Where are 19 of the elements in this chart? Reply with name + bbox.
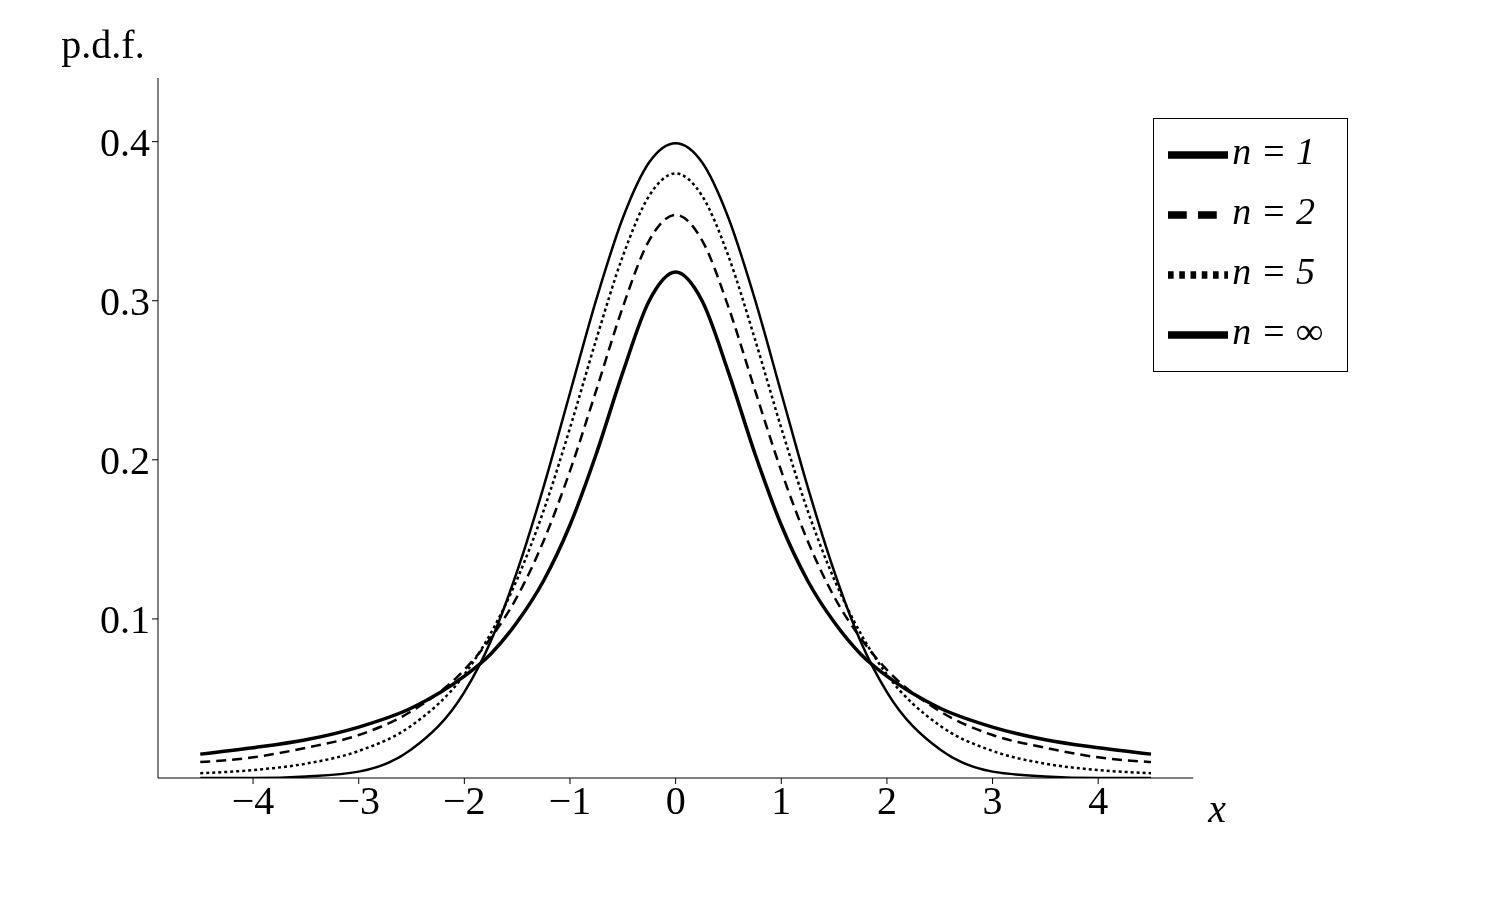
y-tick-label: 0.2: [100, 438, 150, 484]
x-tick-label: 4: [1088, 778, 1109, 824]
x-tick-label: −2: [443, 778, 486, 824]
x-axis-title: x: [1207, 786, 1227, 832]
legend-label: n = 2: [1232, 189, 1315, 232]
y-tick-label: 0.3: [100, 278, 150, 324]
y-axis-title: p.d.f.: [61, 22, 145, 67]
x-tick-label: −3: [337, 778, 380, 824]
y-tick-label: 0.4: [100, 119, 150, 165]
legend-label: n = 5: [1232, 249, 1315, 292]
y-tick-label: 0.1: [100, 597, 150, 643]
x-tick-label: −1: [548, 778, 592, 824]
legend-label: n = ∞: [1232, 309, 1323, 352]
x-tick-label: 3: [982, 778, 1003, 824]
legend-label: n = 1: [1232, 129, 1315, 172]
x-tick-label: 2: [876, 778, 897, 824]
x-tick-label: −4: [231, 778, 275, 824]
x-tick-label: 1: [771, 778, 792, 824]
x-tick-label: 0: [665, 778, 686, 824]
